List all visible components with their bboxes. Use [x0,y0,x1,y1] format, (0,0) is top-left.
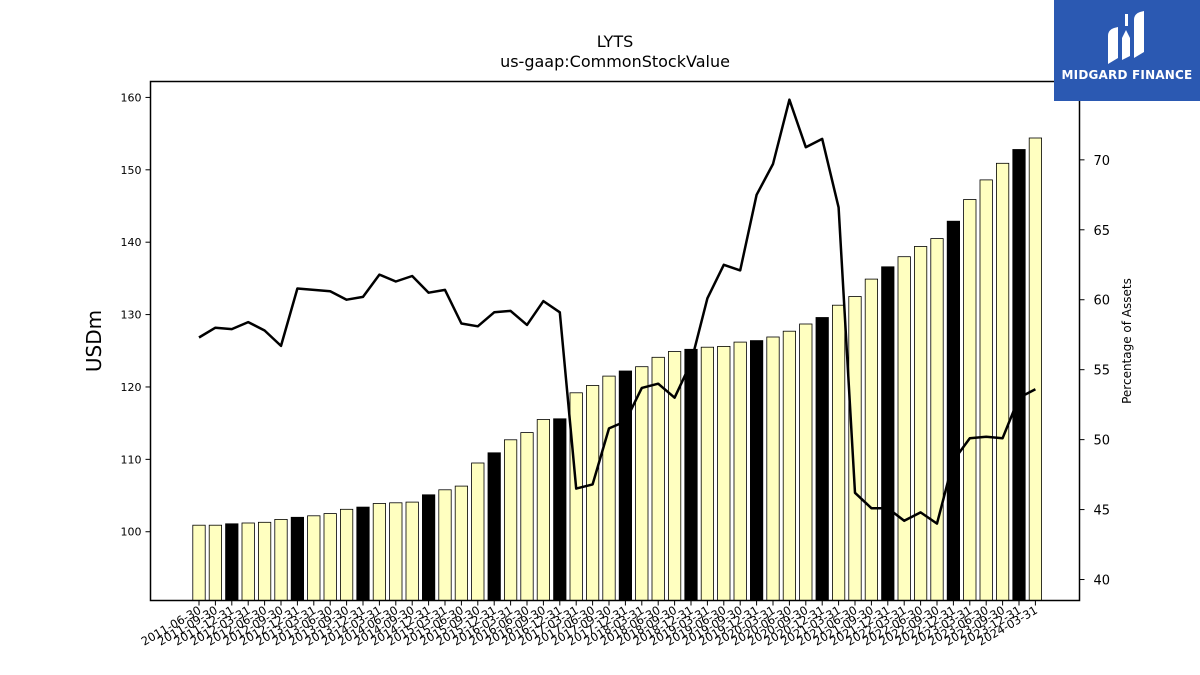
bar-2023-12-31 [1012,149,1026,601]
y-axis-right: 40 45 50 55 60 65 70 [1079,154,1111,589]
bar-2018-03-31 [635,366,649,601]
bar-2015-06-30 [454,485,469,601]
y2-tick-label: 45 [1094,504,1111,519]
bar-series [192,137,1042,601]
bar-2017-06-30 [586,385,600,601]
y2-tick-label: 60 [1094,294,1111,309]
bar-2014-12-31 [421,494,436,601]
y2-tick-label: 65 [1094,224,1111,239]
plot-frame [149,80,1081,602]
bar-2021-06-30 [848,296,862,601]
bar-2016-03-31 [503,439,518,601]
bar-2019-03-31 [700,346,715,601]
bar-2020-12-31 [815,317,829,601]
bar-2016-06-30 [520,432,534,601]
bar-2016-09-30 [536,419,551,601]
y-tick-label: 150 [121,164,142,177]
bar-2023-06-30 [979,179,993,601]
x-axis: 2011-06-302011-09-302011-12-312012-03-31… [139,600,1040,649]
logo-text: MIDGARD FINANCE [1061,68,1193,82]
bar-2019-09-30 [733,341,747,601]
y2-tick-label: 70 [1094,154,1111,169]
bar-2022-12-31 [946,220,961,601]
bar-2017-09-30 [602,375,616,601]
y2-tick-label: 40 [1094,574,1111,589]
bar-2022-03-31 [897,256,911,601]
bar-2013-03-31 [307,515,321,601]
bar-2011-06-30 [192,524,206,601]
bar-2015-03-31 [438,489,452,601]
bar-2021-03-31 [832,304,846,601]
chart-title: LYTS [596,32,634,51]
brand-logo: MIDGARD FINANCE [1054,0,1200,101]
bar-2011-12-31 [225,523,239,601]
bar-2011-09-30 [208,524,222,601]
bar-2023-09-30 [996,162,1010,601]
line-series [198,98,1036,525]
bar-2018-12-31 [684,348,698,601]
y-axis-left: 100 110 120 130 140 150 160 [121,91,151,539]
bar-2020-09-30 [799,323,813,601]
bar-2013-06-30 [323,513,337,601]
y-tick-label: 120 [121,381,142,394]
y-tick-label: 110 [121,453,142,466]
bar-2019-06-30 [717,345,731,601]
chart-title-block: LYTS us-gaap:CommonStockValue [150,32,1080,72]
y2-tick-label: 55 [1094,364,1111,379]
bar-2014-09-30 [405,501,419,601]
bar-2022-09-30 [930,238,944,601]
bar-2015-12-31 [487,452,501,601]
bar-2021-09-30 [864,278,879,601]
y2-axis-label: Percentage of Assets [1120,278,1134,404]
y-axis-label: USDm [82,310,106,372]
bar-2018-06-30 [651,356,665,601]
logo-mark-icon [1108,11,1144,64]
bar-2014-06-30 [389,502,403,601]
bar-2012-03-31 [241,522,255,601]
bar-2016-12-31 [553,418,567,601]
bar-2015-09-30 [471,462,485,601]
bar-2023-03-31 [963,199,977,601]
percentage-of-assets-line [198,98,1036,525]
bar-2012-12-31 [290,516,305,601]
bar-2012-06-30 [257,521,272,601]
bar-2020-03-31 [766,336,780,601]
bar-2013-12-31 [356,506,370,601]
bar-2017-03-31 [569,392,583,601]
bar-2024-03-31 [1028,137,1042,601]
bar-2017-12-31 [618,370,633,601]
y-tick-label: 130 [121,309,142,322]
bar-2019-12-31 [750,340,764,601]
y-tick-label: 140 [121,236,142,249]
bar-2013-09-30 [339,508,354,601]
bar-2022-06-30 [914,246,928,601]
bar-2020-06-30 [782,330,797,601]
y-tick-label: 160 [121,91,142,104]
y2-tick-label: 50 [1094,434,1111,449]
y-tick-label: 100 [121,526,142,539]
bar-2021-12-31 [881,266,895,601]
chart-subtitle: us-gaap:CommonStockValue [500,52,730,71]
bar-2014-03-31 [372,503,387,601]
bar-2012-09-30 [274,519,288,601]
